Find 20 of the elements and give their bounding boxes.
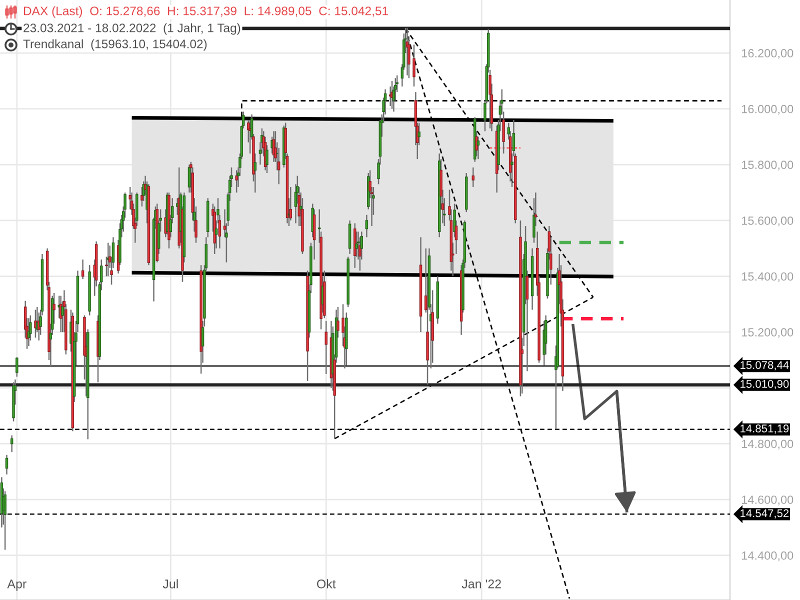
x-tick-label: Apr <box>7 580 26 591</box>
y-tick-label: 15.400,00 <box>742 272 794 282</box>
y-tick-label: 15.600,00 <box>742 216 794 226</box>
text: 23.03.2021 - 18.02.2022 (1 Jahr, 1 Tag) <box>24 23 240 35</box>
ref-line-label: 15.010,90 <box>740 380 789 390</box>
y-tick-label: 16.200,00 <box>742 49 794 59</box>
y-tick-label: 14.800,00 <box>742 440 794 450</box>
y-tick-label: 14.400,00 <box>742 551 794 562</box>
ref-line-label: 14.851,19 <box>740 424 789 434</box>
chart-title: DAX (Last) O: 15.278,66 H: 15.317,39 L: 14.989,05 C: 15.042,51 <box>24 6 388 18</box>
x-tick-label: Okt <box>317 579 336 588</box>
y-tick-label: 14.600,00 <box>742 496 794 506</box>
y-tick-label: 15.200,00 <box>742 328 794 338</box>
x-tick-label: Jul <box>162 579 178 588</box>
x-tick-label: Jan '22 <box>462 579 501 588</box>
y-tick-label: 15.800,00 <box>742 160 794 170</box>
y-tick-label: 16.000,00 <box>742 104 794 115</box>
annotation: Trendkanal (15963.10, 15404.02) <box>23 39 207 51</box>
ref-line-label: 15.078,44 <box>740 361 789 370</box>
ref-line-label: 14.547,52 <box>740 509 789 518</box>
